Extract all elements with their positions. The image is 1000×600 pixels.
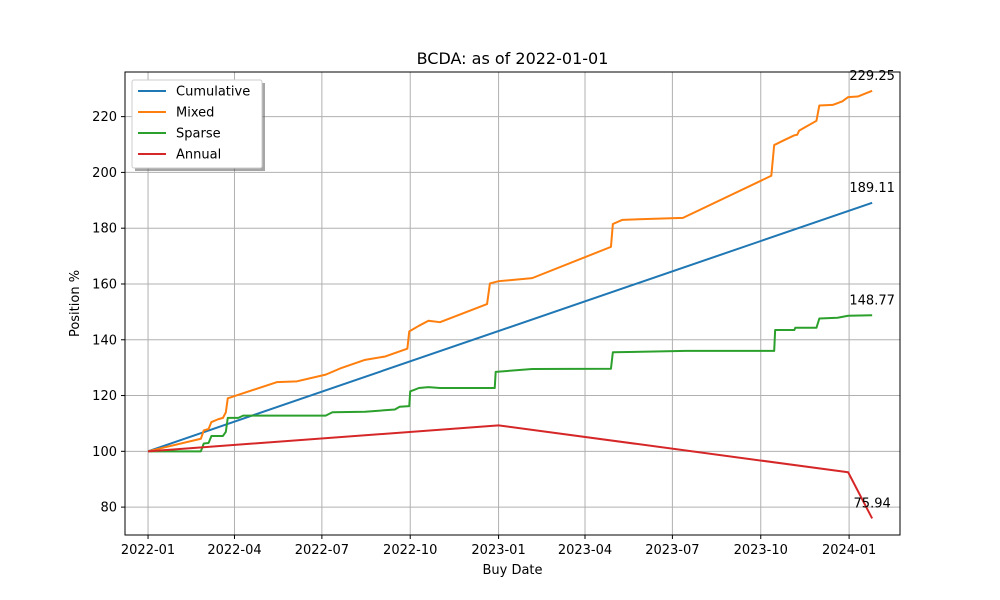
y-axis-label: Position % xyxy=(68,270,83,337)
x-tick-label: 2022-04 xyxy=(207,543,261,558)
x-tick-label: 2022-01 xyxy=(121,543,175,558)
x-tick-label: 2023-10 xyxy=(734,543,788,558)
end-label-sparse: 148.77 xyxy=(849,293,895,308)
legend-label-mixed: Mixed xyxy=(176,106,214,121)
x-tick-label: 2024-01 xyxy=(822,543,876,558)
x-tick-label: 2022-07 xyxy=(295,543,349,558)
y-tick-label: 180 xyxy=(92,222,117,237)
end-label-cumulative: 189.11 xyxy=(849,181,895,196)
y-tick-label: 100 xyxy=(92,445,117,460)
y-tick-label: 160 xyxy=(92,277,117,292)
y-tick-label: 120 xyxy=(92,389,117,404)
series-line-annual xyxy=(147,424,874,519)
x-tick-label: 2022-10 xyxy=(383,543,437,558)
y-axis: 80 100 120 140 160 180 200 220 xyxy=(92,110,125,516)
legend: Cumulative Mixed Sparse Annual xyxy=(131,79,265,171)
x-tick-label: 2023-07 xyxy=(645,543,699,558)
series-lines xyxy=(147,89,874,519)
x-tick-label: 2023-04 xyxy=(558,543,612,558)
legend-items: Cumulative Mixed Sparse Annual xyxy=(138,85,250,163)
y-tick-label: 220 xyxy=(92,110,117,125)
y-tick-label: 80 xyxy=(100,501,117,516)
legend-label-cumulative: Cumulative xyxy=(176,85,250,100)
y-tick-label: 200 xyxy=(92,166,117,181)
end-label-annual: 75.94 xyxy=(854,496,891,511)
series-line-cumulative xyxy=(147,201,873,453)
legend-box xyxy=(131,79,263,169)
series-line-sparse xyxy=(148,314,873,453)
grid xyxy=(125,72,900,535)
plot-frame xyxy=(124,71,901,536)
series-line-mixed xyxy=(147,89,873,453)
x-tick-label: 2023-01 xyxy=(471,543,525,558)
x-axis-label: Buy Date xyxy=(482,563,542,578)
x-axis: 2022-01 2022-04 2022-07 2022-10 2023-01 2023-… xyxy=(121,535,876,558)
legend-label-sparse: Sparse xyxy=(176,127,221,142)
y-tick-label: 140 xyxy=(92,333,117,348)
end-labels: 189.11 229.25 148.77 75.94 xyxy=(849,69,895,512)
legend-label-annual: Annual xyxy=(176,148,221,163)
end-label-mixed: 229.25 xyxy=(849,69,895,84)
chart-title: BCDA: as of 2022-01-01 xyxy=(417,49,609,68)
